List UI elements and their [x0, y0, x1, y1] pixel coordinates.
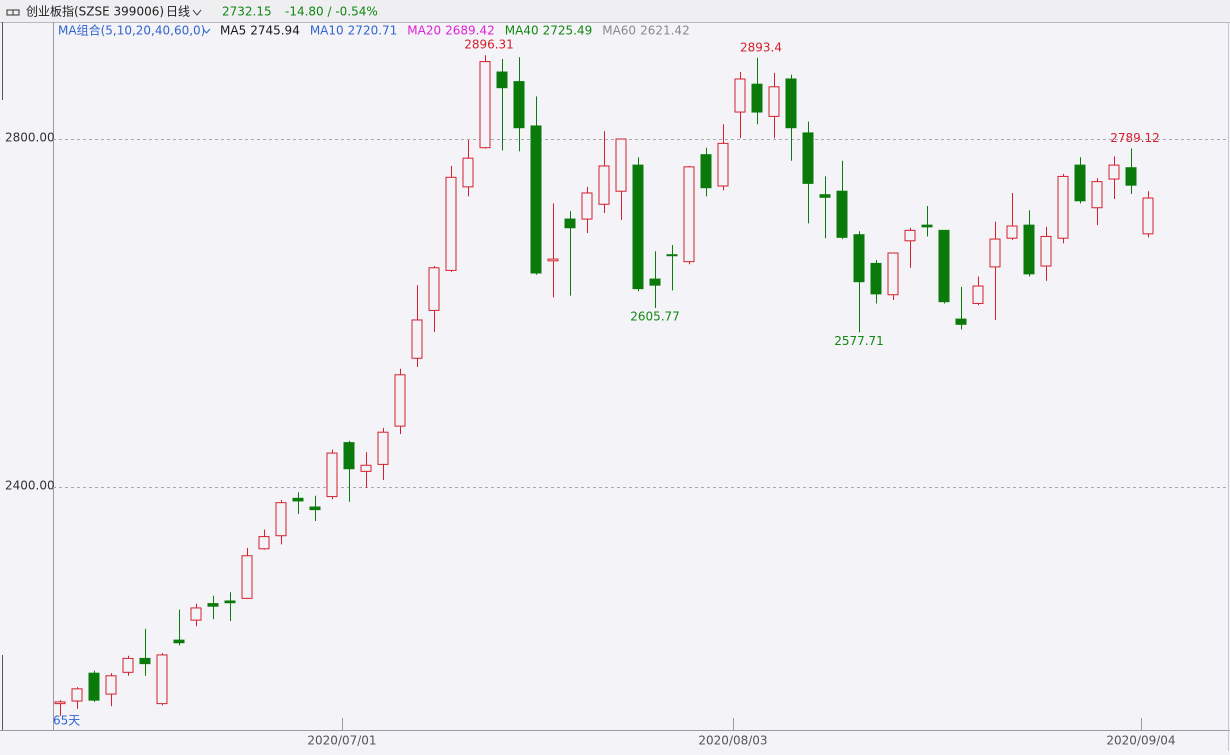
period-selector[interactable]: 日线 [166, 5, 190, 19]
candle-body [445, 176, 457, 271]
last-price: 2732.15 [222, 5, 272, 19]
ma-name: MA60 [602, 24, 636, 38]
ma-name: MA5 [220, 24, 246, 38]
low-annotation: 2605.77 [630, 309, 680, 323]
x-tick-label: 2020/07/01 [307, 734, 376, 748]
candle-body [292, 497, 304, 502]
candle-body [428, 267, 440, 311]
candle-body [836, 190, 848, 238]
candle-body [54, 701, 66, 705]
high-annotation: 2789.12 [1110, 131, 1160, 145]
candle-body [853, 234, 865, 283]
candle-body [1142, 197, 1154, 235]
candle-body [139, 657, 151, 665]
y-tick-label: 2800.00 [5, 131, 55, 145]
x-tick-label: 2020/08/03 [698, 734, 767, 748]
candle-body [717, 142, 729, 187]
candle-body [173, 639, 185, 644]
candle-body [1023, 224, 1035, 275]
candle-body [241, 555, 253, 599]
candle-body [1074, 164, 1086, 202]
candle-body [1108, 164, 1120, 180]
candle-body [326, 452, 338, 498]
x-tick-label: 2020/09/04 [1106, 734, 1175, 748]
day-count: 65天 [53, 714, 80, 728]
candle-body [122, 657, 134, 673]
candle-body [785, 78, 797, 129]
icon-part [12, 9, 20, 16]
ma-value: 2720.71 [348, 24, 398, 38]
ma-name: MA10 [310, 24, 344, 38]
candle-body [1040, 235, 1052, 267]
candle-body [411, 319, 423, 359]
candle-body [632, 164, 644, 290]
candle-body [1125, 167, 1137, 186]
candle-body [71, 688, 83, 702]
index-title[interactable]: 创业板指(SZSE 399006) [26, 4, 164, 19]
period-dropdown-arrow[interactable] [192, 9, 202, 16]
candle-body [394, 374, 406, 427]
candle-body [921, 224, 933, 228]
candle-body [360, 464, 372, 472]
candle-body [513, 81, 525, 129]
ma-name: MA20 [407, 24, 441, 38]
candle-body [190, 607, 202, 621]
ma-value: 2621.42 [640, 24, 690, 38]
ma-name: MA40 [505, 24, 539, 38]
candle-body [955, 318, 967, 325]
candle-body [615, 138, 627, 192]
toolbar-icon[interactable] [6, 9, 20, 16]
candle-body [377, 431, 389, 465]
candle-body [1057, 175, 1069, 239]
candle-body [666, 254, 678, 257]
candle-body [972, 285, 984, 304]
candle-body [207, 603, 219, 607]
candle-body [275, 502, 287, 537]
high-annotation: 2893.4 [740, 40, 782, 54]
candle-body [768, 86, 780, 117]
price-change: -14.80 / -0.54% [285, 5, 378, 19]
candle-body [819, 194, 831, 198]
high-annotation: 2896.31 [464, 38, 514, 52]
candle-body [479, 61, 491, 149]
ma-value: 2689.42 [445, 24, 495, 38]
candle-body [343, 442, 355, 470]
y-tick-label: 2400.00 [5, 479, 55, 493]
candle-body [683, 166, 695, 263]
candle-body [887, 252, 899, 296]
ma-value: 2745.94 [250, 24, 300, 38]
candle-body [530, 125, 542, 274]
candle-body [870, 262, 882, 295]
candle-body [581, 192, 593, 220]
candle-body [547, 258, 559, 262]
candle-body [88, 672, 100, 701]
toolbar [0, 0, 1230, 22]
ma-selector[interactable]: MA组合(5,10,20,40,60,0) [58, 23, 205, 38]
candle-body [258, 536, 270, 550]
candle-body [105, 675, 117, 695]
ma-value: 2725.49 [543, 24, 593, 38]
candle-body [1091, 181, 1103, 209]
candle-body [904, 229, 916, 242]
candle-body [734, 78, 746, 113]
candle-body [224, 600, 236, 604]
ma-dropdown-arrow[interactable] [202, 28, 211, 34]
candle-body [564, 218, 576, 229]
candle-body [1006, 225, 1018, 239]
candle-body [496, 71, 508, 89]
low-annotation: 2577.71 [834, 334, 884, 348]
candle-body [989, 238, 1001, 268]
candle-body [309, 506, 321, 511]
candle-body [938, 229, 950, 303]
candle-body [156, 654, 168, 705]
candle-body [462, 157, 474, 188]
candle-body [700, 154, 712, 189]
candle-body [751, 83, 763, 113]
candle-body [598, 165, 610, 205]
candle-body [802, 132, 814, 184]
candle-body [649, 278, 661, 286]
